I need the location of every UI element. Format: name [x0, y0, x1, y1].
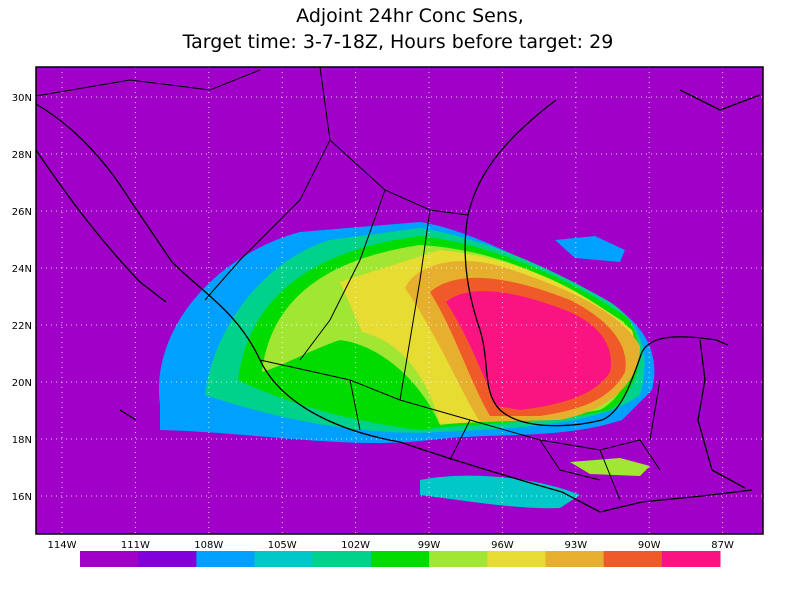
lon-label: 111W: [121, 540, 150, 551]
border: [35, 66, 661, 501]
lat-label: 18N: [12, 435, 32, 446]
lat-label: 20N: [12, 378, 32, 389]
colorbar-swatch: [370, 551, 430, 567]
colorbar-swatch: [429, 551, 488, 567]
lon-label: 87W: [711, 540, 734, 551]
title-line: Target time: 3-7-18Z, Hours before targe…: [182, 31, 614, 53]
lat-label: 24N: [12, 264, 32, 275]
colorbar-swatch: [487, 551, 546, 567]
lon-label: 99W: [418, 540, 441, 551]
colorbar-swatch: [196, 551, 256, 567]
lon-label: 114W: [48, 540, 77, 551]
coastline: [464, 99, 729, 427]
lon-label: 102W: [341, 540, 370, 551]
colorbar-swatch: [661, 551, 721, 567]
lat-label: 16N: [12, 492, 32, 503]
plot-frame: [35, 66, 764, 535]
coastline: [679, 89, 761, 489]
colorbar-swatch: [138, 551, 197, 567]
lat-label: 30N: [12, 93, 32, 104]
lat-label: 22N: [12, 321, 32, 332]
lon-label: 90W: [638, 540, 661, 551]
lat-label: 28N: [12, 150, 32, 161]
coastline: [35, 149, 167, 421]
lon-label: 93W: [564, 540, 587, 551]
colorbar-swatch: [254, 551, 314, 567]
contour: [570, 458, 650, 476]
lon-label: 105W: [268, 540, 297, 551]
colorbar-swatch: [80, 551, 139, 567]
lat-label: 26N: [12, 207, 32, 218]
colorbar-swatch: [312, 551, 372, 567]
contour: [420, 475, 580, 509]
lon-label: 96W: [491, 540, 514, 551]
contour: [555, 236, 625, 262]
colorbar-swatch: [545, 551, 605, 567]
map-plot: [35, 66, 763, 534]
lon-label: 108W: [194, 540, 223, 551]
coastline: [35, 103, 753, 513]
colorbar-swatch: [603, 551, 663, 567]
title-line: Adjoint 24hr Conc Sens,: [296, 5, 524, 27]
